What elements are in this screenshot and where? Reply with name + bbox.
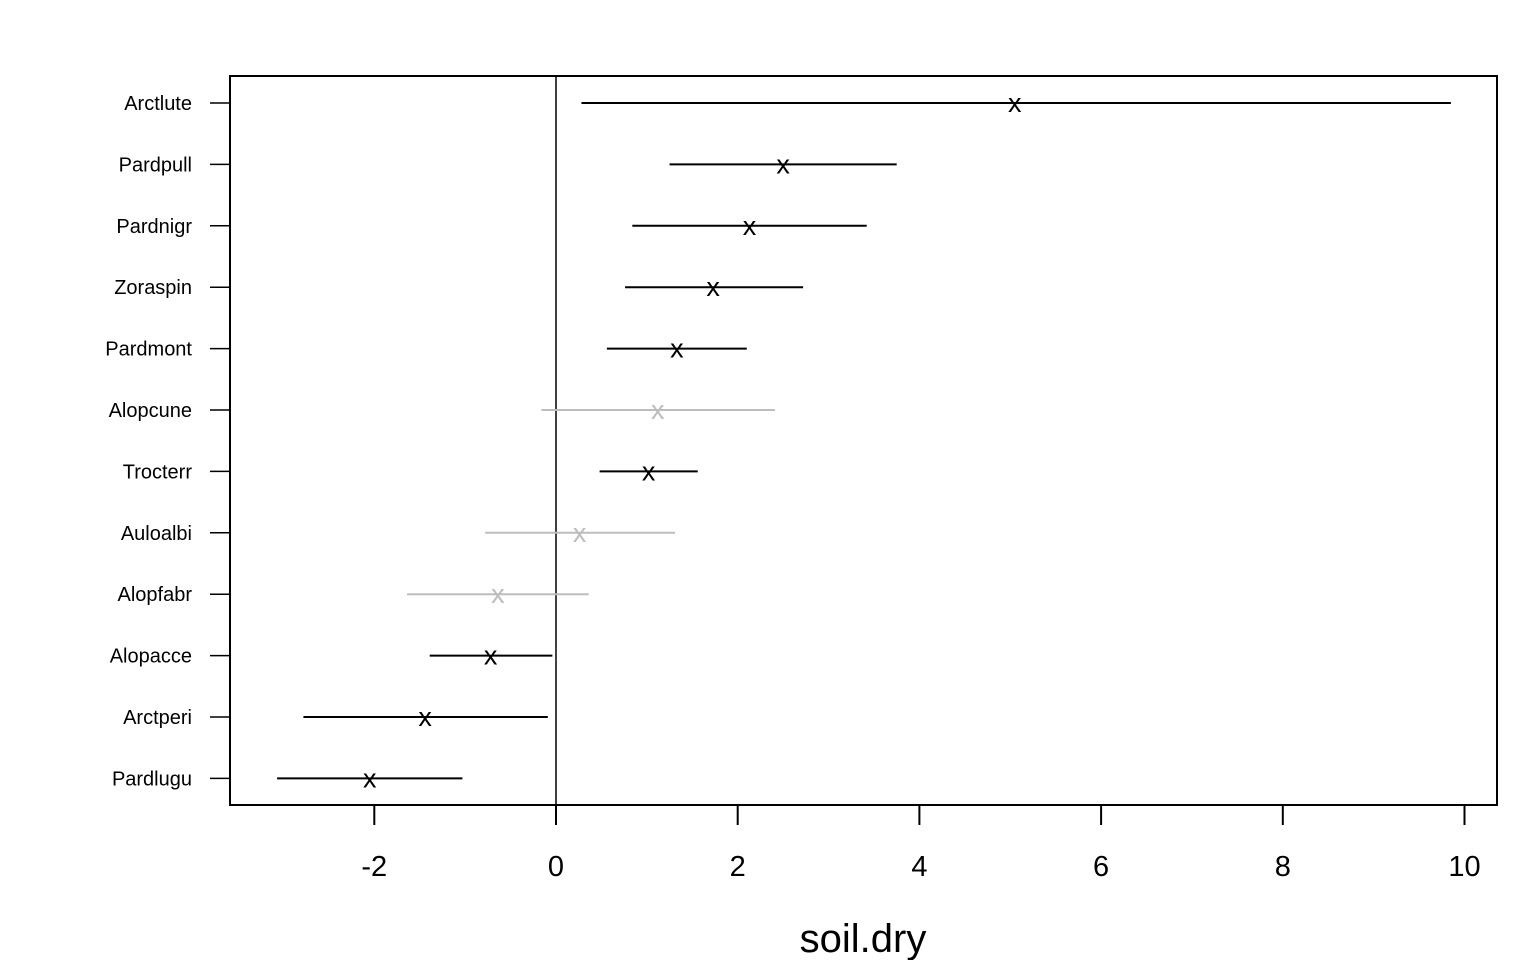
y-tick-label: Alopcune bbox=[109, 400, 192, 422]
y-tick-label: Zoraspin bbox=[114, 277, 192, 299]
y-tick-label: Pardmont bbox=[105, 339, 192, 361]
x-axis-title: soil.dry bbox=[800, 917, 927, 960]
estimate-marker: x bbox=[363, 763, 377, 793]
y-tick-label: Alopfabr bbox=[118, 584, 193, 606]
y-tick-label: Arctlute bbox=[124, 93, 192, 115]
y-tick-label: Arctperi bbox=[123, 707, 192, 729]
estimate-marker: x bbox=[573, 518, 587, 548]
x-tick-label: -2 bbox=[361, 851, 387, 883]
x-tick-label: 0 bbox=[548, 851, 564, 883]
estimate-marker: x bbox=[743, 211, 757, 241]
estimate-marker: x bbox=[670, 334, 684, 364]
x-tick-label: 4 bbox=[911, 851, 927, 883]
estimate-marker: x bbox=[418, 702, 432, 732]
estimate-marker: x bbox=[1008, 88, 1022, 118]
y-tick-label: Pardnigr bbox=[116, 216, 192, 238]
x-tick-label: 8 bbox=[1275, 851, 1291, 883]
y-tick-label: Pardpull bbox=[119, 154, 192, 176]
plot-marks: -2 0 2 4 6 8 10 Arctlute x Pardpull x Pardnigr x Zora… bbox=[105, 76, 1481, 883]
estimate-marker: x bbox=[776, 149, 790, 179]
x-tick-label: 6 bbox=[1093, 851, 1109, 883]
y-tick-label: Alopacce bbox=[110, 646, 192, 668]
y-tick-label: Pardlugu bbox=[112, 768, 192, 790]
y-tick-label: Trocterr bbox=[123, 461, 193, 483]
y-tick-label: Auloalbi bbox=[121, 523, 192, 545]
estimate-marker: x bbox=[642, 456, 656, 486]
plot-frame bbox=[229, 75, 1498, 806]
estimate-marker: x bbox=[484, 641, 498, 671]
estimate-marker: x bbox=[651, 395, 665, 425]
x-tick-label: 2 bbox=[730, 851, 746, 883]
estimate-marker: x bbox=[706, 272, 720, 302]
x-tick-label: 10 bbox=[1448, 851, 1480, 883]
estimate-marker: x bbox=[491, 579, 505, 609]
